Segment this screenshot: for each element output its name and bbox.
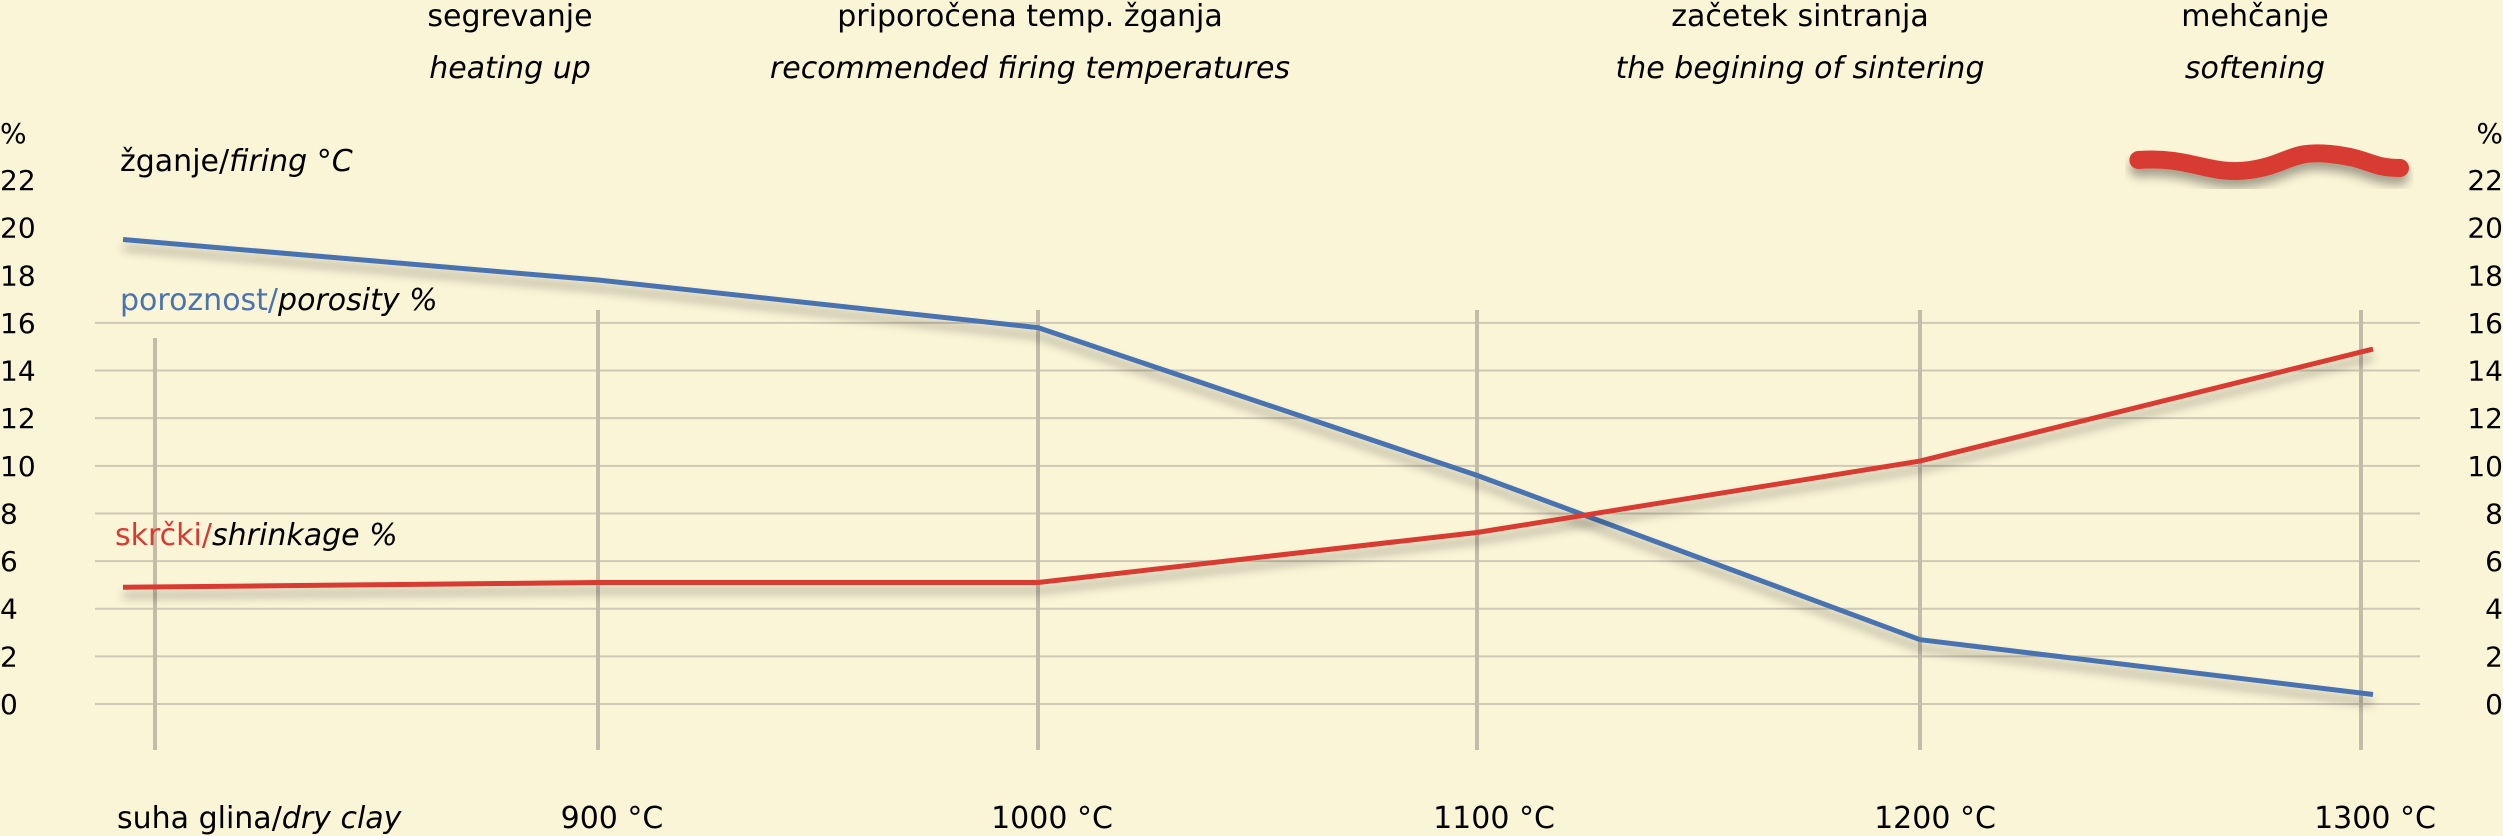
phase-label: segrevanje [427, 0, 592, 34]
y-tick-label-left: 0 [0, 688, 18, 721]
y-tick-label-right: 22 [2467, 164, 2503, 197]
y-tick-label-left: 8 [0, 497, 18, 530]
grid-layer [95, 321, 2420, 705]
phase-label-en: the begining of sintering [1616, 51, 1985, 86]
y-tick-label-left: 2 [0, 640, 18, 673]
y-tick-label-right: 14 [2467, 355, 2503, 388]
y-tick-label-left: 4 [0, 593, 18, 626]
phase-label: začetek sintranja [1671, 0, 1928, 34]
y-tick-label-right: 4 [2485, 593, 2503, 626]
y-tick-label-left: 10 [0, 450, 36, 483]
firing-label: žganje/firing °C [120, 144, 353, 179]
y-unit-right: % [2476, 117, 2503, 150]
y-tick-label-right: 18 [2467, 259, 2503, 292]
x-tick-label: 1200 °C [1874, 801, 1996, 836]
y-tick-label-left: 18 [0, 259, 36, 292]
y-tick-label-right: 16 [2467, 307, 2503, 340]
y-tick-label-left: 14 [0, 355, 36, 388]
vertical-lines [153, 310, 2363, 750]
y-tick-label-left: 6 [0, 545, 18, 578]
firing-bar [420, 144, 2409, 181]
x-tick-label: 900 °C [561, 801, 664, 836]
series-line [122, 346, 2374, 590]
series-label: skrčki/shrinkage % [115, 518, 398, 553]
x-tick-label: suha glina/dry clay [117, 801, 403, 836]
y-tick-label-right: 12 [2467, 402, 2503, 435]
y-tick-label-left: 22 [0, 164, 36, 197]
x-tick-label: 1100 °C [1433, 801, 1555, 836]
phase-segment [2129, 144, 2409, 181]
y-tick-label-right: 10 [2467, 450, 2503, 483]
x-tick-label: 1000 °C [991, 801, 1113, 836]
phase-label-en: recommended firing temperatures [770, 51, 1290, 86]
y-tick-label-right: 0 [2485, 688, 2503, 721]
phase-label: priporočena temp. žganja [837, 0, 1223, 34]
series-layer [122, 237, 2374, 697]
series-label: poroznost/porosity % [120, 283, 438, 318]
phase-label-en: heating up [429, 51, 591, 86]
y-tick-label-left: 20 [0, 212, 36, 245]
y-unit-left: % [0, 117, 27, 150]
y-tick-label-right: 2 [2485, 640, 2503, 673]
x-tick-label: 1300 °C [2314, 801, 2436, 836]
phase-label: mehčanje [2181, 0, 2328, 34]
y-tick-label-right: 6 [2485, 545, 2503, 578]
series-line [122, 237, 2374, 697]
y-tick-label-left: 12 [0, 402, 36, 435]
y-tick-label-right: 8 [2485, 497, 2503, 530]
y-tick-label-right: 20 [2467, 212, 2503, 245]
y-tick-label-left: 16 [0, 307, 36, 340]
phase-label-en: softening [2185, 51, 2325, 86]
label-layer: žganje/firing °C segrevanje heating up prip… [115, 0, 2436, 836]
